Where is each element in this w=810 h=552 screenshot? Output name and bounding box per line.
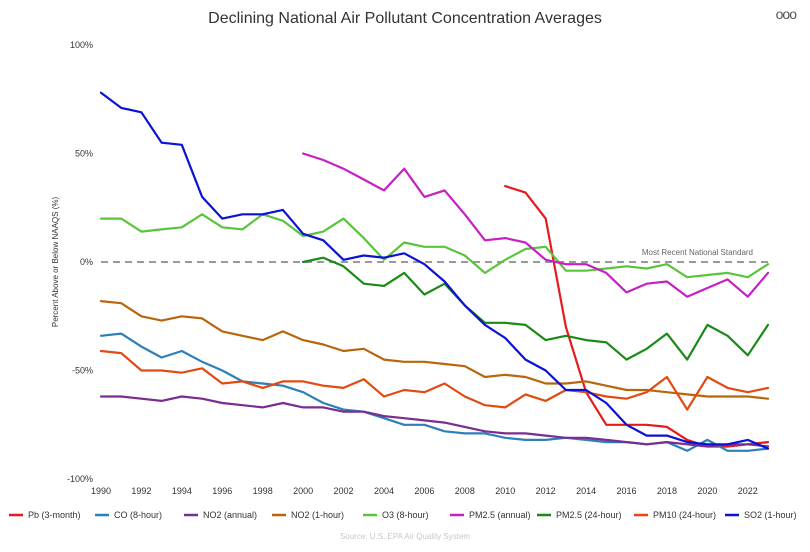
y-tick-label: -100% <box>67 474 93 484</box>
legend-item: SO2 (1-hour) <box>744 510 797 520</box>
x-tick-label: 2004 <box>374 486 394 496</box>
legend-item: PM2.5 (annual) <box>469 510 531 520</box>
x-tick-label: 1996 <box>212 486 232 496</box>
x-tick-label: 2020 <box>697 486 717 496</box>
x-tick-label: 2010 <box>495 486 515 496</box>
legend-item: Pb (3-month) <box>28 510 81 520</box>
x-tick-label: 1990 <box>91 486 111 496</box>
x-tick-label: 2000 <box>293 486 313 496</box>
y-tick-label: 50% <box>75 149 93 159</box>
x-tick-label: 1998 <box>253 486 273 496</box>
series-line <box>99 300 770 400</box>
series-line <box>302 152 770 298</box>
series-line <box>99 395 770 448</box>
legend-item: NO2 (annual) <box>203 510 257 520</box>
x-tick-label: 2012 <box>536 486 556 496</box>
y-tick-label: -50% <box>72 366 93 376</box>
series-line <box>99 213 770 279</box>
x-tick-label: 1994 <box>172 486 192 496</box>
legend-item: CO (8-hour) <box>114 510 162 520</box>
x-tick-label: 2002 <box>334 486 354 496</box>
x-tick-label: 2016 <box>616 486 636 496</box>
y-axis-label: Percent Above or Below NAAQS (%) <box>51 197 60 328</box>
series-line <box>99 349 770 411</box>
legend-item: PM10 (24-hour) <box>653 510 716 520</box>
x-tick-label: 2022 <box>738 486 758 496</box>
y-axis-label-group: Percent Above or Below NAAQS (%) <box>51 197 60 328</box>
x-tick-label: 2014 <box>576 486 596 496</box>
legend-item: O3 (8-hour) <box>382 510 429 520</box>
x-tick-label: 2018 <box>657 486 677 496</box>
legend-item: NO2 (1-hour) <box>291 510 344 520</box>
y-tick-label: 0% <box>80 257 93 267</box>
reference-line-label: Most Recent National Standard <box>642 248 753 257</box>
source-note: Source: U.S. EPA Air Quality System <box>339 532 471 541</box>
chart-title: Declining National Air Pollutant Concent… <box>208 10 602 27</box>
x-tick-label: 2008 <box>455 486 475 496</box>
y-tick-label: 100% <box>70 40 93 50</box>
series-line <box>504 185 770 448</box>
series-line <box>302 256 770 361</box>
series-line <box>99 91 770 450</box>
x-tick-label: 1992 <box>131 486 151 496</box>
x-tick-label: 2006 <box>414 486 434 496</box>
more-horizontal-icon[interactable]: ooo <box>775 6 797 22</box>
legend-item: PM2.5 (24-hour) <box>556 510 622 520</box>
